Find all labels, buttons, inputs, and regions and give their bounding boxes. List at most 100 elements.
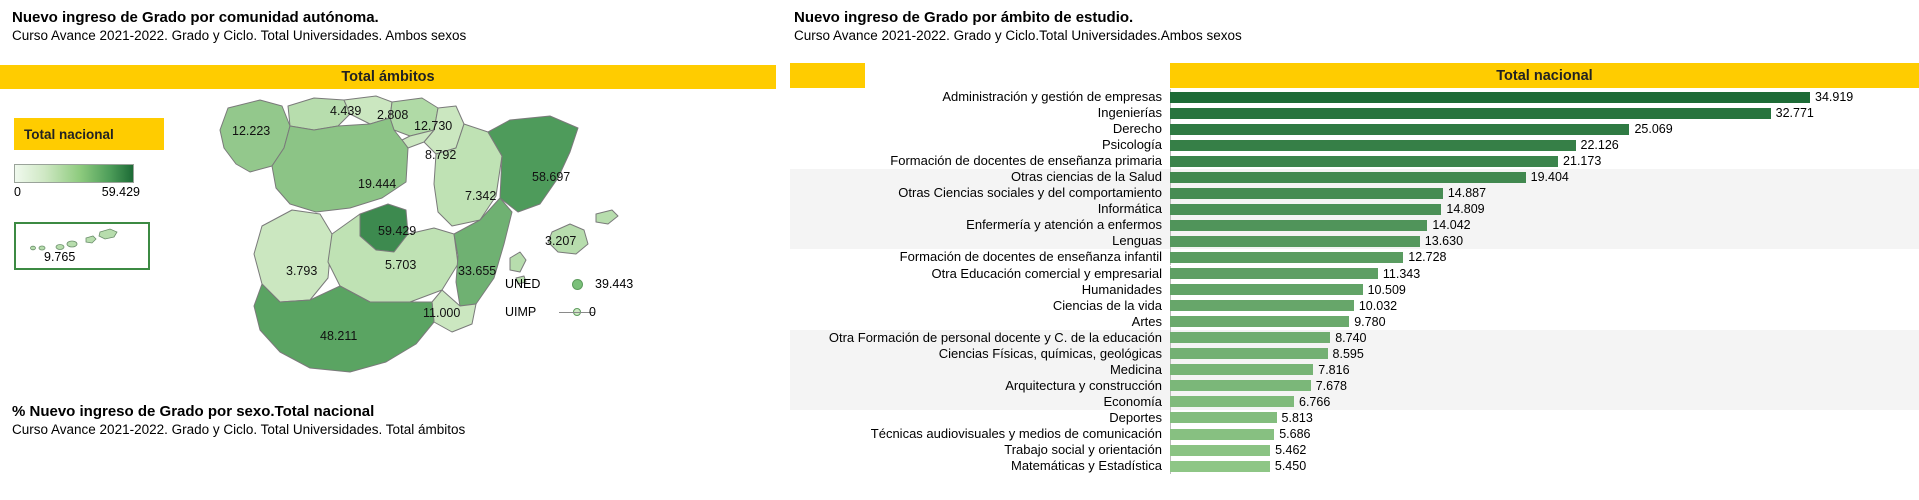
bar-label: Humanidades (1081, 281, 1162, 297)
bar-row[interactable]: Formación de docentes de enseñanza prima… (790, 153, 1919, 170)
canary-islands-shapes (30, 228, 118, 251)
bar-row[interactable]: Ciencias Físicas, químicas, geológicas 8.… (790, 345, 1919, 362)
institution-dot-icon (571, 278, 583, 290)
bar-track: 14.887 (1170, 185, 1919, 202)
bar-fill (1170, 444, 1271, 456)
bar-fill (1170, 139, 1576, 151)
bar-row[interactable]: Enfermería y atención a enfermos 14.042 (790, 217, 1919, 234)
bar-row[interactable]: Ciencias de la vida 10.032 (790, 297, 1919, 314)
institution-line-icon (559, 311, 595, 313)
bar-value-label: 8.595 (1332, 346, 1364, 361)
bar-value-label: 21.173 (1563, 154, 1602, 169)
total-ambitos-label: Total ámbitos (341, 69, 435, 85)
bar-value-label: 14.042 (1432, 218, 1471, 233)
region-extremadura (253, 209, 333, 303)
bar-fill (1170, 364, 1314, 376)
bar-track: 21.173 (1170, 153, 1919, 170)
bar-track: 34.919 (1170, 89, 1919, 106)
bottom-left-subtitle: Curso Avance 2021-2022. Grado y Ciclo. T… (12, 422, 466, 437)
institution-name-uimp: UIMP (505, 305, 537, 319)
page-title: Nuevo ingreso de Grado por comunidad aut… (12, 9, 379, 26)
left-panel-header: Nuevo ingreso de Grado por comunidad aut… (12, 8, 466, 44)
bar-fill (1170, 428, 1275, 440)
bar-track: 22.126 (1170, 137, 1919, 154)
bar-row[interactable]: Lenguas 13.630 (790, 233, 1919, 250)
bar-row[interactable]: Arquitectura y construcción 7.678 (790, 377, 1919, 394)
institution-value-uimp: 0 (589, 305, 596, 319)
bar-track: 12.728 (1170, 249, 1919, 266)
bar-track: 10.509 (1170, 281, 1919, 298)
bottom-left-header: % Nuevo ingreso de Grado por sexo.Total … (12, 402, 465, 438)
bar-row[interactable]: Formación de docentes de enseñanza infan… (790, 249, 1919, 266)
bar-label: Matemáticas y Estadística (1011, 458, 1162, 474)
bar-label: Otra Educación comercial y empresarial (931, 265, 1162, 281)
bar-row[interactable]: Otra Educación comercial y empresarial 11… (790, 265, 1919, 282)
bar-label: Otras ciencias de la Salud (1010, 169, 1162, 185)
bar-row[interactable]: Informática 14.809 (790, 201, 1919, 218)
bar-row[interactable]: Ingenierías 32.771 (790, 105, 1919, 122)
bar-chart: Administración y gestión de empresas 34.9… (790, 89, 1919, 475)
bar-row[interactable]: Medicina 7.816 (790, 361, 1919, 378)
bar-value-label: 14.809 (1446, 202, 1485, 217)
bar-track: 9.780 (1170, 313, 1919, 330)
bar-row[interactable]: Deportes 5.813 (790, 409, 1919, 426)
institution-marker-uned (559, 278, 595, 290)
bar-value-label: 34.919 (1815, 90, 1854, 105)
bar-value-label: 11.343 (1382, 266, 1421, 281)
bar-fill (1170, 332, 1331, 344)
bar-track: 14.042 (1170, 217, 1919, 234)
bar-row[interactable]: Psicología 22.126 (790, 137, 1919, 154)
bar-chart-panel: Nuevo ingreso de Grado por ámbito de est… (790, 0, 1919, 500)
bar-label: Ciencias Físicas, químicas, geológicas (938, 345, 1162, 361)
bar-fill (1170, 316, 1350, 328)
bar-value-label: 14.887 (1447, 186, 1487, 201)
bar-row[interactable]: Economía 6.766 (790, 393, 1919, 410)
bar-label: Técnicas audiovisuales y medios de comun… (870, 426, 1162, 441)
bar-row[interactable]: Derecho 25.069 (790, 121, 1919, 138)
bar-fill (1170, 284, 1363, 296)
bar-row[interactable]: Técnicas audiovisuales y medios de comun… (790, 426, 1919, 442)
bar-track: 8.595 (1170, 345, 1919, 362)
bar-track: 14.809 (1170, 201, 1919, 218)
bar-track: 6.766 (1170, 393, 1919, 410)
bar-label: Derecho (1112, 121, 1162, 137)
bar-track: 10.032 (1170, 297, 1919, 314)
bar-row[interactable]: Matemáticas y Estadística 5.450 (790, 458, 1919, 475)
bar-fill (1170, 187, 1443, 199)
bar-value-label: 9.780 (1354, 314, 1386, 329)
bar-fill (1170, 219, 1428, 231)
bar-row[interactable]: Artes 9.780 (790, 313, 1919, 330)
bar-fill (1170, 107, 1771, 119)
institutions-list: UNED 39.443 UIMP 0 (505, 270, 633, 326)
canary-islands-value: 9.765 (44, 250, 76, 264)
bar-fill (1170, 155, 1559, 167)
bar-row[interactable]: Otra Formación de personal docente y C. … (790, 329, 1919, 346)
bar-row[interactable]: Humanidades 10.509 (790, 281, 1919, 298)
region-illes-balears (547, 223, 589, 255)
bar-value-label: 6.766 (1299, 394, 1331, 409)
legend-title-box: Total nacional (14, 118, 164, 150)
region-cataluna (487, 115, 579, 213)
region-aragon (433, 123, 503, 227)
bar-label: Administración y gestión de empresas (942, 89, 1162, 105)
bar-fill (1170, 348, 1328, 360)
bar-track: 5.813 (1170, 409, 1919, 426)
spain-choropleth-map[interactable]: 12.223 4.439 2.808 12.730 8.792 19.444 7… (210, 86, 650, 386)
bar-value-label: 5.813 (1281, 410, 1313, 425)
bar-row[interactable]: Otras Ciencias sociales y del comportami… (790, 185, 1919, 202)
bar-row[interactable]: Trabajo social y orientación 5.462 (790, 442, 1919, 459)
bar-track: 8.740 (1170, 329, 1919, 346)
bar-label: Formación de docentes de enseñanza infan… (899, 249, 1162, 265)
bar-row[interactable]: Administración y gestión de empresas 34.9… (790, 89, 1919, 106)
bar-label: Trabajo social y orientación (1004, 442, 1162, 458)
region-castilla-y-leon (271, 117, 409, 213)
bar-label: Otra Formación de personal docente y C. … (828, 329, 1162, 345)
bar-row[interactable]: Otras ciencias de la Salud 19.404 (790, 169, 1919, 186)
right-panel-header: Nuevo ingreso de Grado por ámbito de est… (794, 8, 1242, 44)
region-illes-balears-menorca (595, 209, 619, 225)
chart-subtitle: Curso Avance 2021-2022. Grado y Ciclo.To… (794, 28, 1242, 43)
bar-track: 7.816 (1170, 361, 1919, 378)
bar-label: Medicina (1109, 361, 1162, 377)
bar-value-label: 32.771 (1775, 106, 1814, 121)
institution-name-uned: UNED (505, 277, 541, 291)
